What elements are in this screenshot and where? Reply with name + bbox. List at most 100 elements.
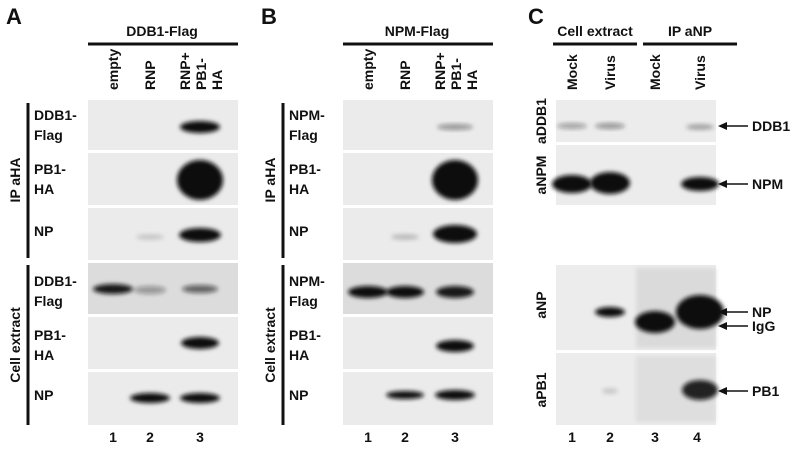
band [437,124,473,130]
row-label: HA [34,347,54,363]
marker-arrowhead [718,122,727,130]
blot-membrane [556,145,716,205]
row-label: NP [34,223,53,239]
band [602,388,618,394]
row-label: NP [289,387,308,403]
band [590,172,630,194]
group-label: IP aHA [7,158,23,203]
row-label: PB1- [34,327,66,343]
marker-label: PB1 [752,383,779,399]
lane-number: 3 [196,429,204,445]
band [676,295,724,329]
row-label: PB1- [289,161,321,177]
row-label: DDB1- [34,273,77,289]
row-label: HA [289,181,309,197]
band [180,393,220,403]
band [177,160,223,200]
panel-header: Cell extract [557,23,633,39]
row-label: NPM- [289,273,325,289]
band [130,393,170,403]
band [436,286,474,298]
row-label: aPB1 [533,372,549,407]
column-label: PB1- [448,58,464,90]
lane-number: 3 [651,429,659,445]
row-label: aNP [533,291,549,318]
row-label: Flag [34,127,63,143]
column-label: empty [360,49,376,90]
band [595,123,625,129]
panel-letter: C [528,4,544,29]
panel-header: NPM-Flag [385,23,450,39]
column-label: PB1- [193,58,209,90]
band [557,123,587,129]
lane-number: 1 [364,429,372,445]
lane-number: 1 [109,429,117,445]
band [436,340,474,352]
panel-header: IP aNP [668,23,712,39]
band [635,311,675,333]
row-label: DDB1- [34,107,77,123]
panel-letter: A [6,4,22,29]
panel-header: DDB1-Flag [126,23,198,39]
group-label: IP aHA [262,158,278,203]
group-label: Cell extract [262,307,278,383]
band [181,337,219,349]
lane-number: 1 [568,429,576,445]
marker-arrowhead [718,308,727,316]
band [93,284,133,294]
column-label: HA [464,70,480,90]
row-label: NP [34,387,53,403]
band [182,285,218,293]
group-label: Cell extract [7,307,23,383]
band [682,380,718,400]
marker-arrowhead [718,387,727,395]
band [180,121,220,133]
lane-number: 2 [146,429,154,445]
blot-membrane [343,372,493,425]
column-label: Virus [602,55,618,90]
row-label: NPM- [289,107,325,123]
row-label: PB1- [34,161,66,177]
band [681,177,719,191]
marker-arrowhead [718,322,727,330]
column-label: empty [105,49,121,90]
marker-label: NP [752,304,771,320]
band [348,286,388,298]
row-label: HA [289,347,309,363]
marker-arrowhead [718,180,727,188]
band [433,225,477,243]
lane-number: 4 [693,429,701,445]
row-label: NP [289,223,308,239]
row-label: aDDB1 [533,98,549,144]
band [134,286,166,294]
lane-number: 3 [451,429,459,445]
column-label: Virus [692,55,708,90]
band [386,286,424,298]
band [435,390,475,400]
row-label: Flag [34,293,63,309]
lane-number: 2 [606,429,614,445]
row-label: aNPM [533,156,549,195]
marker-label: NPM [752,176,783,192]
band [595,307,625,317]
column-label: RNP [142,60,158,90]
band [391,234,419,240]
band [432,160,478,200]
column-label: RNP+ [177,52,193,90]
row-label: PB1- [289,327,321,343]
row-label: HA [34,181,54,197]
band [386,391,424,399]
band [179,228,221,242]
column-label: RNP [397,60,413,90]
marker-label: DDB1 [752,118,790,134]
column-label: Mock [564,54,580,90]
column-label: RNP+ [432,52,448,90]
band [686,124,714,130]
lane-number: 2 [401,429,409,445]
column-label: HA [209,70,225,90]
blot-membrane [556,100,716,142]
row-label: Flag [289,293,318,309]
panel-letter: B [261,4,277,29]
marker-label: IgG [752,318,775,334]
